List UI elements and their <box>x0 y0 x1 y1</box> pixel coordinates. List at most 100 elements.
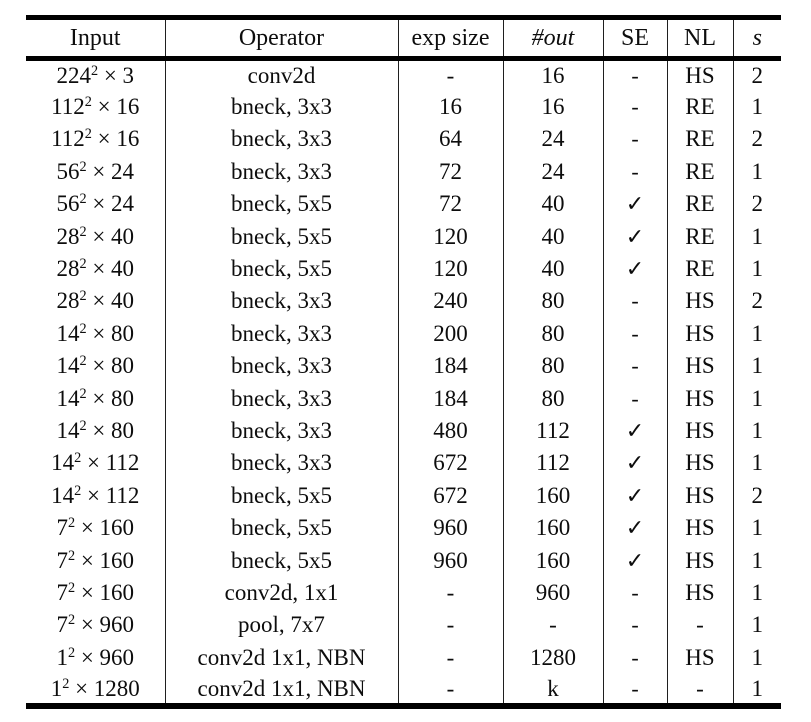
table-row: 562 × 24 bneck, 5x5 72 40 ✓ RE 2 <box>26 188 781 221</box>
input-channels: × 40 <box>86 256 135 282</box>
input-exponent: 2 <box>79 256 87 273</box>
cell-exp-size: 72 <box>397 155 503 189</box>
cell-nl: RE <box>666 252 733 286</box>
cell-stride: 1 <box>732 350 781 383</box>
input-channels: × 1280 <box>69 675 140 701</box>
cell-nl: HS <box>666 58 733 91</box>
col-header-nl: NL <box>666 17 733 61</box>
table-body: 2242 × 3 conv2d -16- HS 2 1122 × 16 bneck, 3x3… <box>26 58 781 707</box>
input-channels: × 112 <box>81 482 140 508</box>
cell-exp-size: 16 <box>397 90 503 124</box>
cell-nl: - <box>666 609 733 642</box>
table-row: 12 × 1280 conv2d 1x1, NBN - k - -1 <box>26 673 781 707</box>
input-exponent: 2 <box>67 515 76 532</box>
input-channels: × 80 <box>86 417 135 443</box>
input-resolution: 7 <box>56 579 68 605</box>
input-channels: × 160 <box>75 579 135 605</box>
cell-se: - <box>602 350 667 383</box>
cell-se: - <box>602 285 667 318</box>
input-channels: × 3 <box>98 62 135 88</box>
cell-nl: HS <box>666 285 733 318</box>
cell-operator: bneck, 5x5 <box>164 188 398 221</box>
cell-input: 282 × 40 <box>26 285 165 317</box>
cell-se: - <box>602 123 667 156</box>
cell-input: 142 × 80 <box>26 415 165 447</box>
cell-exp-size: 200 <box>397 317 503 351</box>
cell-input: 72 × 160 <box>26 544 165 576</box>
input-resolution: 1 <box>50 675 63 701</box>
cell-stride: 1 <box>732 317 781 351</box>
table-row: 282 × 40 bneck, 3x3 240 80- HS 2 <box>26 285 781 318</box>
cell-exp-size: 64 <box>397 123 503 156</box>
cell-out: - <box>502 609 603 642</box>
cell-input: 142 × 112 <box>26 447 165 479</box>
cell-out: 16 <box>502 58 603 91</box>
cell-exp-size: 480 <box>397 414 503 448</box>
input-exponent: 2 <box>79 223 87 240</box>
cell-stride: 1 <box>732 609 781 642</box>
cell-operator: bneck, 5x5 <box>164 479 398 512</box>
cell-out: 24 <box>502 155 603 189</box>
cell-out: 960 <box>502 576 603 610</box>
input-channels: × 160 <box>75 547 135 573</box>
input-channels: × 24 <box>86 191 135 217</box>
cell-operator: conv2d, 1x1 <box>164 576 398 610</box>
cell-operator: bneck, 3x3 <box>164 285 398 318</box>
cell-se: - <box>602 90 667 124</box>
cell-stride: 1 <box>732 641 781 674</box>
table-row: 282 × 40 bneck, 5x5 120 40 ✓ RE 1 <box>26 220 781 253</box>
cell-operator: bneck, 3x3 <box>164 414 398 448</box>
cell-input: 562 × 24 <box>26 188 165 220</box>
cell-se: ✓ <box>602 414 667 448</box>
input-resolution: 1 <box>56 644 68 670</box>
input-exponent: 2 <box>74 450 82 467</box>
table-row: 72 × 160 conv2d, 1x1-960- HS 1 <box>26 576 781 610</box>
input-exponent: 2 <box>67 612 76 629</box>
cell-stride: 1 <box>732 414 781 448</box>
cell-se: - <box>602 673 667 707</box>
cell-nl: RE <box>666 188 733 221</box>
cell-stride: 1 <box>732 576 781 610</box>
cell-se: ✓ <box>602 544 667 577</box>
input-channels: × 24 <box>86 158 135 184</box>
table-row: 142 × 80 bneck, 3x3 184 80- HS 1 <box>26 382 781 415</box>
col-header-out: #out <box>502 17 603 61</box>
cell-nl: RE <box>666 155 733 189</box>
cell-exp-size: - <box>397 609 503 642</box>
cell-out: 80 <box>502 382 603 415</box>
input-exponent: 2 <box>79 353 87 370</box>
input-exponent: 2 <box>79 418 87 435</box>
cell-exp-size: 184 <box>397 382 503 415</box>
cell-out: 160 <box>502 511 603 545</box>
cell-nl: HS <box>666 479 733 512</box>
cell-se: ✓ <box>602 447 667 480</box>
cell-operator: pool, 7x7 <box>164 609 398 642</box>
input-resolution: 7 <box>56 547 68 573</box>
cell-se: - <box>602 382 667 415</box>
input-exponent: 2 <box>84 126 92 143</box>
cell-input: 142 × 80 <box>26 382 165 414</box>
input-resolution: 14 <box>51 450 75 476</box>
cell-stride: 1 <box>732 382 781 415</box>
input-channels: × 80 <box>86 353 135 379</box>
input-exponent: 2 <box>79 320 87 337</box>
input-channels: × 80 <box>86 385 135 411</box>
cell-stride: 1 <box>732 673 781 707</box>
input-exponent: 2 <box>62 675 70 692</box>
table-row: 1122 × 16 bneck, 3x3 16 16- RE 1 <box>26 90 781 124</box>
cell-nl: RE <box>666 90 733 124</box>
cell-stride: 1 <box>732 90 781 124</box>
cell-nl: RE <box>666 220 733 253</box>
cell-out: 160 <box>502 479 603 512</box>
table-row: 562 × 24 bneck, 3x3 72 24- RE 1 <box>26 155 781 189</box>
cell-stride: 2 <box>732 285 781 318</box>
input-resolution: 28 <box>56 256 80 282</box>
input-channels: × 112 <box>81 450 140 476</box>
cell-operator: bneck, 3x3 <box>164 317 398 351</box>
table-row: 142 × 80 bneck, 3x3 200 80- HS 1 <box>26 317 781 351</box>
cell-out: 24 <box>502 123 603 156</box>
input-resolution: 224 <box>56 62 91 88</box>
input-exponent: 2 <box>90 63 99 80</box>
cell-out: 80 <box>502 317 603 351</box>
